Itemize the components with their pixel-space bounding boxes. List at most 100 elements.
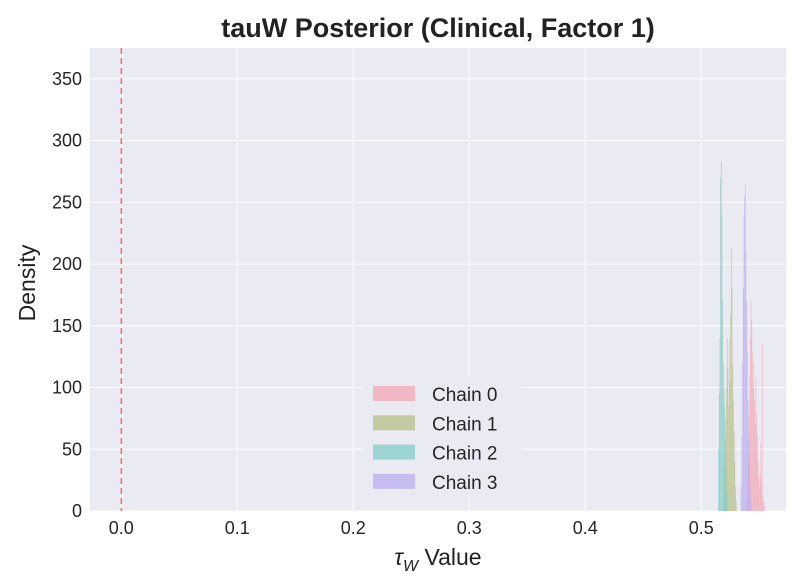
histogram-bar	[728, 340, 730, 511]
histogram-bar	[746, 301, 748, 511]
x-axis-label-subscript: W	[403, 558, 420, 575]
histogram-bar	[731, 288, 733, 511]
histogram-bar	[728, 406, 729, 511]
x-tick-label: 0.4	[573, 518, 598, 538]
histogram-bar	[721, 214, 723, 511]
x-axis-label-text: Value	[418, 544, 482, 570]
histogram-bar	[749, 486, 751, 511]
histogram-bar	[759, 473, 761, 511]
histogram-bar	[750, 301, 752, 511]
histogram-bar	[757, 434, 758, 511]
y-tick-label: 100	[52, 378, 82, 398]
x-tick-label: 0.2	[341, 518, 366, 538]
y-axis-label: Density	[14, 244, 40, 321]
histogram-bar	[763, 506, 765, 511]
histogram-bar	[761, 343, 763, 511]
y-tick-label: 50	[62, 439, 82, 459]
histogram-bar	[751, 319, 753, 511]
histogram-bar	[720, 161, 722, 511]
histogram-bar	[733, 399, 734, 511]
histogram-bar	[757, 461, 759, 511]
legend-swatch	[373, 415, 415, 431]
histogram-bar	[730, 313, 732, 511]
x-tick-label: 0.1	[225, 518, 250, 538]
histogram-bar	[722, 301, 724, 511]
histogram-bar	[729, 381, 731, 511]
chart-title: tauW Posterior (Clinical, Factor 1)	[221, 13, 655, 43]
series-3-bars	[740, 183, 752, 511]
histogram-bar	[726, 492, 728, 511]
histogram-bar	[742, 362, 743, 511]
histogram-bar	[725, 418, 727, 511]
histogram-bar	[735, 501, 737, 511]
y-tick-label: 350	[52, 69, 82, 89]
histogram-bar	[734, 461, 736, 511]
histogram-bar	[725, 436, 726, 511]
histogram-bar	[759, 488, 760, 511]
histogram-bar	[760, 443, 762, 511]
histogram-bar	[752, 387, 754, 511]
histogram-bar	[758, 476, 760, 511]
histogram-bar	[740, 486, 742, 511]
histogram-bars	[718, 161, 765, 512]
histogram-bar	[720, 177, 721, 511]
histogram-bar	[750, 498, 752, 511]
histogram-bar	[726, 387, 727, 511]
histogram-bar	[749, 375, 751, 511]
y-tick-label: 200	[52, 254, 82, 274]
histogram-bar	[744, 183, 746, 511]
y-tick-label: 250	[52, 192, 82, 212]
histogram-bar	[750, 338, 751, 511]
legend-entry: Chain 3	[432, 473, 498, 494]
histogram-bar	[744, 196, 745, 511]
histogram-bar	[745, 251, 747, 511]
histogram-bar	[763, 501, 764, 511]
series-0-bars	[746, 301, 765, 511]
histogram-bar	[723, 362, 724, 511]
histogram-bar	[752, 352, 753, 511]
legend-entry: Chain 0	[432, 385, 498, 406]
y-axis-ticks: 0 50 100 150 200 250 300 350	[52, 69, 82, 521]
y-tick-label: 300	[52, 131, 82, 151]
histogram-bar	[733, 430, 735, 511]
y-tick-label: 150	[52, 316, 82, 336]
legend-swatch	[373, 444, 415, 460]
histogram-bar	[731, 248, 732, 512]
legend-entry: Chain 2	[432, 444, 498, 465]
x-axis-ticks: 0.0 0.1 0.2 0.3 0.4 0.5	[109, 518, 714, 538]
series-2-bars	[718, 161, 728, 511]
histogram-bar	[754, 424, 756, 511]
histogram-bar	[718, 449, 719, 511]
histogram-bar	[724, 406, 726, 511]
x-axis-label: τW Value	[394, 544, 481, 575]
histogram-bar	[718, 393, 720, 511]
histogram-bar	[727, 369, 729, 511]
histogram-bar	[753, 362, 755, 511]
histogram-bar	[756, 412, 757, 511]
histogram-bar	[725, 467, 727, 511]
histogram-bar	[723, 387, 725, 511]
histogram-bar	[761, 483, 762, 511]
x-tick-label: 0.3	[457, 518, 482, 538]
legend-swatch	[373, 386, 415, 401]
x-tick-label: 0.0	[109, 518, 134, 538]
histogram-bar	[743, 214, 745, 511]
histogram-bar	[735, 486, 736, 511]
legend-entry: Chain 1	[432, 414, 498, 435]
histogram-bar	[741, 436, 743, 511]
y-tick-label: 0	[72, 501, 82, 521]
histogram-bar	[754, 399, 755, 511]
histogram-bar	[732, 362, 734, 511]
histogram-bar	[747, 399, 749, 511]
legend: Chain 0 Chain 1 Chain 2 Chain 3	[362, 376, 522, 498]
histogram-bar	[747, 350, 748, 511]
histogram-bar	[762, 496, 764, 511]
legend-swatch	[373, 473, 415, 489]
histogram-bar	[748, 436, 750, 511]
histogram-bar	[719, 338, 721, 511]
histogram-bar	[749, 461, 750, 511]
histogram-bar	[742, 288, 744, 511]
x-tick-label: 0.5	[689, 518, 714, 538]
histogram-bar	[726, 338, 728, 511]
